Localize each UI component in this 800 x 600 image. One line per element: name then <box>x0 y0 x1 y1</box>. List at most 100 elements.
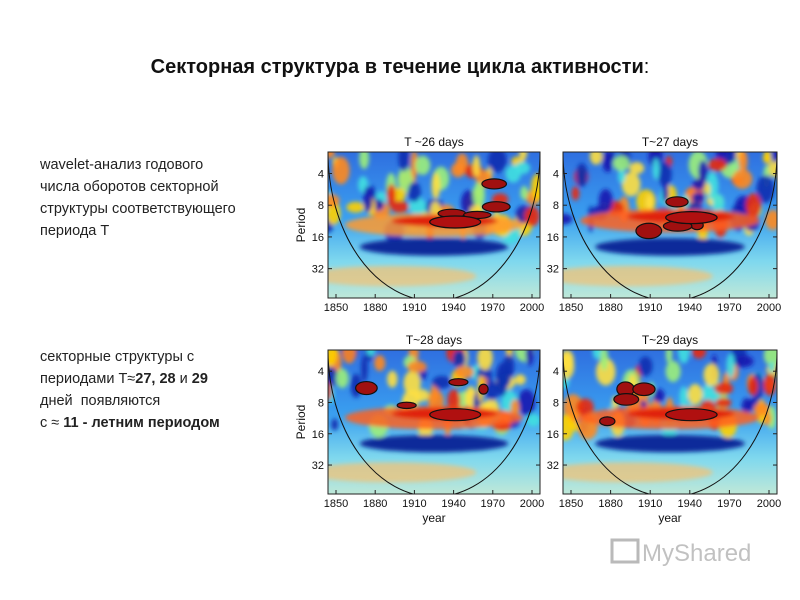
x-tick-label: 1850 <box>559 498 583 510</box>
heat-blob <box>403 370 421 396</box>
heat-blob <box>374 355 386 372</box>
heat-blob <box>612 155 630 172</box>
title-text: Секторная структура в течение цикла акти… <box>150 56 644 78</box>
heat-blob <box>708 158 727 172</box>
text-run: секторные структуры с <box>40 349 195 365</box>
significance-contour <box>635 222 663 240</box>
heat-blob <box>765 209 777 231</box>
heat-blob <box>450 162 466 178</box>
y-tick-label: 4 <box>553 366 559 378</box>
heat-blob <box>589 152 603 165</box>
heat-blob <box>621 172 641 197</box>
heat-low <box>563 265 713 287</box>
significance-contour <box>448 378 469 387</box>
y-tick-label: 16 <box>312 232 324 244</box>
text-run: периодами Т≈ <box>40 371 136 387</box>
heat-blob <box>714 382 734 395</box>
x-tick-label: 1850 <box>324 498 348 510</box>
text-run: 11 - летним периодом <box>63 415 220 431</box>
plot-frame <box>562 349 778 495</box>
significance-contour <box>481 201 511 213</box>
heat-blob <box>753 402 770 416</box>
heat-blob <box>732 169 753 189</box>
heat-blob <box>477 350 493 371</box>
text-line: периода Т <box>40 223 110 239</box>
heatmap <box>328 350 540 494</box>
heat-low <box>328 265 477 287</box>
heat-blob <box>703 363 720 387</box>
text-run: 27, 28 <box>135 371 176 387</box>
significance-contour <box>665 196 689 208</box>
x-tick-label: 1970 <box>481 498 505 510</box>
heat-dark <box>595 238 745 256</box>
text-run: с ≈ <box>40 415 64 431</box>
heat-blob <box>331 418 339 431</box>
panel-title: T~27 days <box>642 135 698 149</box>
heat-blob <box>768 361 775 374</box>
heat-blob <box>698 160 708 184</box>
significance-contour <box>632 382 656 397</box>
plot-frame <box>562 151 778 299</box>
heat-blob <box>658 161 672 187</box>
heat-blob <box>679 386 689 408</box>
heat-blob <box>665 350 673 364</box>
heat-blob <box>602 152 614 173</box>
heat-blob <box>472 155 481 177</box>
watermark-icon <box>610 538 640 564</box>
y-tick-label: 8 <box>553 200 559 212</box>
heat-blob <box>665 360 681 383</box>
y-tick-label: 8 <box>553 397 559 409</box>
heat-blob <box>629 161 645 175</box>
heat-blob <box>328 382 332 401</box>
text-run: дней появляются <box>40 393 161 409</box>
heat-blob <box>571 186 580 201</box>
heat-blob <box>712 194 725 214</box>
y-axis-label: Period <box>294 405 308 440</box>
heat-blob <box>652 158 660 180</box>
heat-blob <box>398 152 410 172</box>
heat-blob <box>662 182 669 203</box>
y-tick-label: 16 <box>312 429 324 441</box>
heat-blob <box>563 394 584 423</box>
heat-blob <box>431 172 441 200</box>
heat-blob <box>734 355 754 368</box>
text-line: структуры соответствующего <box>40 201 236 217</box>
x-tick-label: 1880 <box>363 302 387 314</box>
panel-title: T~28 days <box>406 333 462 347</box>
cone-of-influence <box>563 152 777 298</box>
x-tick-label: 1940 <box>678 302 702 314</box>
heat-blob <box>361 355 368 383</box>
plot-frame <box>327 349 541 495</box>
wavelet-panel: T~27 days 4 8 16 32 1850 1880 1910 1940 1970 2000 <box>547 135 781 314</box>
significance-contour <box>599 416 616 427</box>
heat-blob <box>575 163 588 188</box>
significance-contour <box>478 383 489 395</box>
heat-blob <box>484 380 499 401</box>
x-tick-label: 1880 <box>598 302 622 314</box>
heat-blob <box>432 375 452 389</box>
significance-contour <box>481 178 508 190</box>
heat-blob <box>410 152 418 179</box>
significance-contour <box>355 380 378 396</box>
x-tick-label: 1970 <box>717 302 741 314</box>
significance-contour <box>429 408 482 422</box>
heat-blob <box>525 350 534 366</box>
paragraph: секторные структуры с периодами Т≈27, 28 … <box>40 346 220 434</box>
heat-blob <box>638 356 653 377</box>
heat-blob <box>526 413 540 427</box>
text-line: периодами Т≈27, 28 и 29 <box>40 368 220 390</box>
cone-of-influence <box>328 350 540 494</box>
y-tick-label: 8 <box>318 397 324 409</box>
heatmap <box>563 350 777 494</box>
x-tick-label: 1970 <box>717 498 741 510</box>
heat-blob <box>335 368 349 389</box>
x-tick-label: 2000 <box>757 302 781 314</box>
x-tick-label: 1880 <box>598 498 622 510</box>
heat-blob <box>687 383 703 405</box>
significance-contour <box>665 408 718 422</box>
heat-blob <box>510 399 520 417</box>
heat-blob <box>563 213 573 225</box>
heat-blob <box>741 398 752 415</box>
